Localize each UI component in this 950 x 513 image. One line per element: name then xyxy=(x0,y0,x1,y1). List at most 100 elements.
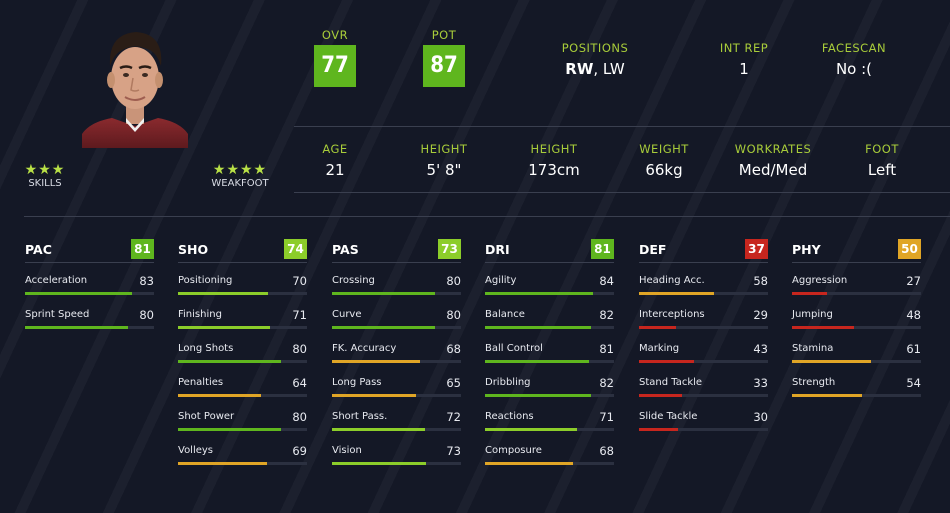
skills-stars-icon: ★★★ xyxy=(24,162,66,178)
stat-row: Marking 43 xyxy=(639,331,768,365)
stat-row: Shot Power 80 xyxy=(178,399,307,433)
stat-value: 71 xyxy=(292,308,307,322)
stat-value: 71 xyxy=(599,410,614,424)
stat-name: Long Shots xyxy=(178,343,234,354)
stat-value: 73 xyxy=(446,444,461,458)
stat-bar xyxy=(639,360,768,363)
stat-value: 61 xyxy=(906,342,921,356)
stat-name: Dribbling xyxy=(485,377,531,388)
category-name: SHO xyxy=(178,242,209,257)
stat-row: Slide Tackle 30 xyxy=(639,399,768,433)
category-name: PAS xyxy=(332,242,359,257)
attribute-column-dri: DRI 81 Agility 84 Balance 82 Ball Control 81 Dri… xyxy=(485,236,614,467)
stat-name: Long Pass xyxy=(332,377,382,388)
category-rating-badge: 81 xyxy=(591,239,614,259)
stat-row: Heading Acc. 58 xyxy=(639,263,768,297)
stat-row: Interceptions 29 xyxy=(639,297,768,331)
attribute-column-sho: SHO 74 Positioning 70 Finishing 71 Long Shots 8… xyxy=(178,236,307,467)
foot-label: FOOT xyxy=(865,142,899,156)
pot-label: POT xyxy=(431,28,457,42)
category-rating-badge: 73 xyxy=(438,239,461,259)
stat-row: Composure 68 xyxy=(485,433,614,467)
stat-name: Penalties xyxy=(178,377,224,388)
int-rep-value: 1 xyxy=(739,60,749,78)
stat-value: 30 xyxy=(753,410,768,424)
stat-row: Long Shots 80 xyxy=(178,331,307,365)
stat-bar-fill xyxy=(332,394,416,397)
stat-bar xyxy=(792,326,921,329)
stat-bar xyxy=(178,428,307,431)
weight-label: WEIGHT xyxy=(639,142,689,156)
stat-bar-fill xyxy=(485,428,577,431)
stat-value: 84 xyxy=(599,274,614,288)
stat-bar-fill xyxy=(639,326,676,329)
stat-name: Crossing xyxy=(332,275,375,286)
stat-row: Strength 54 xyxy=(792,365,921,399)
int-rep-label: INT REP xyxy=(719,41,769,55)
category-header: SHO 74 xyxy=(178,236,307,263)
stat-row: Agility 84 xyxy=(485,263,614,297)
stat-bar-fill xyxy=(639,360,694,363)
stat-row: Stamina 61 xyxy=(792,331,921,365)
stat-bar-fill xyxy=(178,360,281,363)
stat-value: 82 xyxy=(599,308,614,322)
stat-bar-fill xyxy=(485,292,593,295)
attribute-column-pas: PAS 73 Crossing 80 Curve 80 FK. Accuracy 68 Long… xyxy=(332,236,461,467)
primary-position: RW xyxy=(565,60,594,78)
stat-name: Balance xyxy=(485,309,525,320)
attribute-column-def: DEF 37 Heading Acc. 58 Interceptions 29 Markin… xyxy=(639,236,768,433)
stat-name: Aggression xyxy=(792,275,848,286)
stat-name: Strength xyxy=(792,377,836,388)
stat-name: Slide Tackle xyxy=(639,411,698,422)
stat-value: 80 xyxy=(292,342,307,356)
stat-bar-fill xyxy=(792,326,854,329)
stat-name: Composure xyxy=(485,445,542,456)
category-header: PAS 73 xyxy=(332,236,461,263)
height-ft-value: 5' 8" xyxy=(426,161,462,179)
foot-value: Left xyxy=(867,161,897,179)
stat-name: Heading Acc. xyxy=(639,275,705,286)
stat-bar xyxy=(332,292,461,295)
category-name: PHY xyxy=(792,242,821,257)
stat-row: FK. Accuracy 68 xyxy=(332,331,461,365)
stat-bar-fill xyxy=(792,292,827,295)
category-name: DRI xyxy=(485,242,510,257)
stat-row: Dribbling 82 xyxy=(485,365,614,399)
stat-row: Long Pass 65 xyxy=(332,365,461,399)
stat-bar-fill xyxy=(485,360,589,363)
age-label: AGE xyxy=(322,142,348,156)
category-rating-badge: 81 xyxy=(131,239,154,259)
stat-bar xyxy=(792,394,921,397)
stat-name: Short Pass. xyxy=(332,411,388,422)
stat-value: 29 xyxy=(753,308,768,322)
stat-bar xyxy=(485,428,614,431)
stat-bar-fill xyxy=(178,428,281,431)
secondary-positions: , LW xyxy=(593,60,625,78)
category-name: PAC xyxy=(25,242,52,257)
stat-value: 68 xyxy=(599,444,614,458)
stat-value: 80 xyxy=(446,308,461,322)
stat-row: Ball Control 81 xyxy=(485,331,614,365)
workrates-value: Med/Med xyxy=(738,161,808,179)
stat-bar xyxy=(485,326,614,329)
stat-name: Vision xyxy=(332,445,362,456)
stat-name: Marking xyxy=(639,343,680,354)
stat-bar xyxy=(178,394,307,397)
ovr-label: OVR xyxy=(321,28,349,42)
stat-name: FK. Accuracy xyxy=(332,343,397,354)
stat-value: 65 xyxy=(446,376,461,390)
stat-bar-fill xyxy=(792,394,862,397)
stat-bar xyxy=(178,462,307,465)
workrates-label: WORKRATES xyxy=(734,142,812,156)
stat-name: Sprint Speed xyxy=(25,309,90,320)
stat-row: Stand Tackle 33 xyxy=(639,365,768,399)
stat-name: Reactions xyxy=(485,411,534,422)
weakfoot-label: WEAKFOOT xyxy=(211,178,269,189)
stat-value: 68 xyxy=(446,342,461,356)
stat-name: Agility xyxy=(485,275,517,286)
height-cm-label: HEIGHT xyxy=(530,142,578,156)
stat-name: Shot Power xyxy=(178,411,235,422)
stat-row: Sprint Speed 80 xyxy=(25,297,154,331)
stat-bar xyxy=(639,326,768,329)
stat-bar-fill xyxy=(178,326,270,329)
